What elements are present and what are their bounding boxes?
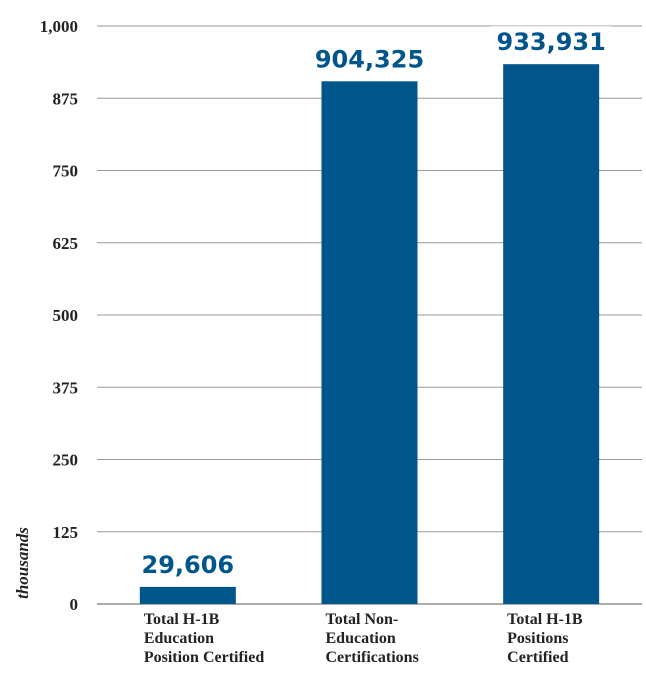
data-labels: 29,606 904,325 933,931 (135, 26, 612, 581)
y-axis-label: thousands (13, 527, 32, 599)
data-label-background (135, 548, 241, 581)
y-tick-label: 750 (53, 162, 79, 181)
data-label: 29,606 (142, 551, 235, 579)
bars (139, 64, 600, 605)
x-category-label: Total H-1B Education Position Certified (144, 611, 265, 666)
x-category-line: Education (144, 630, 214, 647)
y-tick-label: 875 (53, 89, 79, 108)
data-label-background (308, 43, 431, 76)
x-category-line: Total Non- (326, 611, 399, 628)
y-tick-label: 1,000 (40, 17, 78, 36)
y-tick-label: 0 (70, 595, 79, 614)
data-label: 904,325 (315, 45, 424, 73)
y-tick-label: 625 (53, 234, 79, 253)
y-tick-label: 125 (53, 523, 79, 542)
x-category-line: Certifications (326, 649, 419, 666)
y-tick-label: 250 (53, 451, 79, 470)
x-category-line: Certified (507, 649, 568, 666)
bar (139, 586, 236, 604)
y-axis-ticks: 0 125 250 375 500 625 750 875 1,000 (40, 17, 78, 614)
x-category-line: Total H-1B (507, 611, 583, 628)
y-tick-label: 375 (53, 378, 79, 397)
bar (321, 81, 418, 604)
y-tick-label: 500 (53, 306, 79, 325)
data-label-background (490, 26, 612, 59)
bar (503, 64, 600, 605)
x-category-line: Positions (507, 630, 568, 647)
x-category-label: Total H-1B Positions Certified (507, 611, 583, 666)
x-category-label: Total Non- Education Certifications (326, 611, 419, 666)
x-category-line: Education (326, 630, 396, 647)
x-axis-categories: Total H-1B Education Position CertifiedTot… (144, 611, 583, 666)
x-category-line: Total H-1B (144, 611, 220, 628)
x-category-line: Position Certified (144, 649, 265, 666)
data-label: 933,931 (497, 28, 606, 56)
